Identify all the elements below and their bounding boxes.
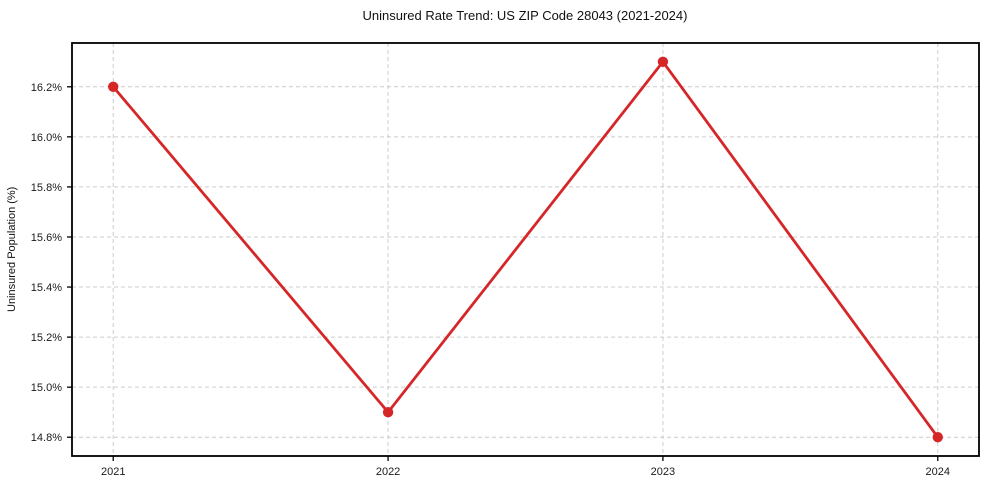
x-tick-label: 2021 — [101, 466, 125, 478]
y-tick-label: 14.8% — [31, 432, 62, 444]
y-tick-label: 16.2% — [31, 82, 62, 94]
x-tick-label: 2022 — [376, 466, 400, 478]
x-tick-label: 2023 — [651, 466, 675, 478]
data-point — [932, 432, 943, 443]
y-tick-label: 16.0% — [31, 132, 62, 144]
y-tick-label: 15.2% — [31, 332, 62, 344]
y-tick-label: 15.8% — [31, 182, 62, 194]
data-point — [108, 81, 119, 93]
y-tick-label: 15.0% — [31, 382, 62, 394]
data-point — [382, 406, 394, 418]
trend-line — [111, 60, 940, 439]
data-point — [657, 56, 669, 67]
chart-title: Uninsured Rate Trend: US ZIP Code 28043 … — [362, 8, 688, 23]
y-tick-label: 15.4% — [31, 282, 62, 294]
y-tick-label: 15.6% — [31, 232, 62, 244]
plot-border — [71, 42, 980, 457]
x-tick-label: 2024 — [926, 466, 950, 478]
